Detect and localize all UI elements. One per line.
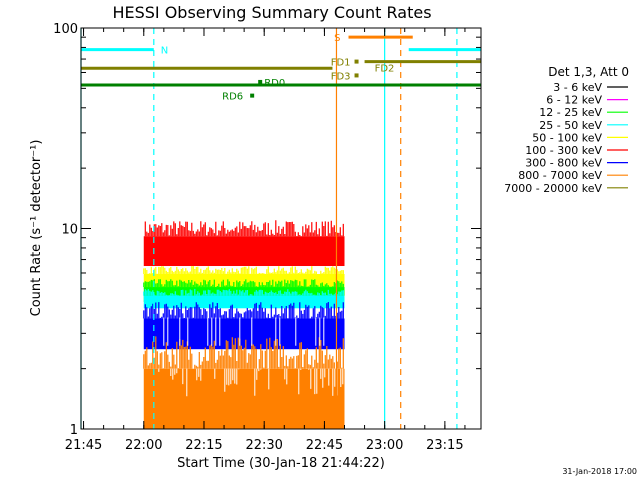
band-300-800-kev [143, 302, 345, 350]
footer-timestamp: 31-Jan-2018 17:00 [562, 467, 637, 476]
x-tick-label: 23:00 [366, 438, 403, 453]
legend-entry-label: 100 - 300 keV [525, 144, 602, 157]
legend-entry-label: 12 - 25 keV [539, 106, 602, 119]
y-axis-label: Count Rate (s⁻¹ detector⁻¹) [29, 140, 44, 317]
x-tick-label: 22:15 [185, 438, 222, 453]
chart-title: HESSI Observing Summary Count Rates [112, 3, 431, 22]
legend-entry-label: 300 - 800 keV [525, 157, 602, 170]
band-800-7000-kev [143, 336, 345, 429]
flag-fd2-label: FD2 [375, 64, 395, 75]
legend-entry-label: 25 - 50 keV [539, 119, 602, 132]
band-100-300-kev [143, 220, 345, 267]
band-gaps [163, 317, 325, 346]
legend-entry: 7000 - 20000 keV [504, 182, 628, 195]
flag-rd6-label: RD6 [222, 92, 243, 103]
y-tick: 1 [70, 423, 481, 438]
legend-entry: 12 - 25 keV [539, 106, 628, 119]
legend-entry: 800 - 7000 keV [518, 169, 628, 182]
legend-entry-label: 3 - 6 keV [553, 81, 602, 94]
data-bands [143, 220, 345, 429]
flag-n-label: N [161, 46, 168, 57]
flag-n: N [81, 46, 168, 57]
x-tick-label: 22:30 [245, 438, 282, 453]
y-axis: 1 10 100 [53, 22, 481, 438]
x-tick-label: 22:45 [306, 438, 343, 453]
x-tick: 23:15 [426, 28, 464, 453]
x-tick-label: 21:45 [65, 438, 102, 453]
y-tick: 100 [53, 22, 481, 37]
flag-fd2: FD2 [364, 60, 481, 75]
legend-header: Det 1,3, Att 0 [548, 65, 629, 79]
y-tick-label: 100 [53, 22, 78, 37]
x-tick-label: 22:00 [125, 438, 162, 453]
flag-s: S [334, 33, 413, 44]
x-axis-label: Start Time (30-Jan-18 21:44:22) [177, 456, 385, 471]
legend-entry: 300 - 800 keV [525, 157, 628, 170]
x-axis: 21:45 22:00 22:15 22:30 22:45 23:00 23:15 [65, 28, 466, 453]
y-tick-label: 10 [61, 223, 78, 238]
flag-rd0-label: RD0 [264, 78, 285, 89]
legend-entry: 100 - 300 keV [525, 144, 628, 157]
legend-entry: 6 - 12 keV [546, 94, 628, 107]
flag-lines: N S FD1 FD2 FD3 RD0 RD6 [81, 33, 481, 103]
legend-entry: 25 - 50 keV [539, 119, 628, 132]
legend-entry: 3 - 6 keV [553, 81, 628, 94]
y-tick: 10 [61, 223, 481, 238]
legend-entry-label: 800 - 7000 keV [518, 169, 602, 182]
flag-fd1-label: FD1 [331, 58, 351, 69]
flag-s-label: S [334, 33, 340, 44]
flag-rd0: RD0 [81, 78, 481, 89]
flag-rd0-marker [258, 79, 263, 84]
flag-fd3: FD3 [331, 71, 359, 82]
x-tick: 21:45 [65, 28, 102, 453]
flag-fd3-label: FD3 [331, 71, 351, 82]
legend-entry-label: 7000 - 20000 keV [504, 182, 602, 195]
flag-rd6: RD6 [222, 92, 255, 103]
legend-entry: 50 - 100 keV [532, 131, 628, 144]
y-tick-label: 1 [70, 423, 78, 438]
x-tick-label: 23:15 [426, 438, 463, 453]
flag-fd1: FD1 [331, 58, 359, 69]
legend-entry-label: 50 - 100 keV [532, 131, 602, 144]
legend-entry-label: 6 - 12 keV [546, 94, 602, 107]
